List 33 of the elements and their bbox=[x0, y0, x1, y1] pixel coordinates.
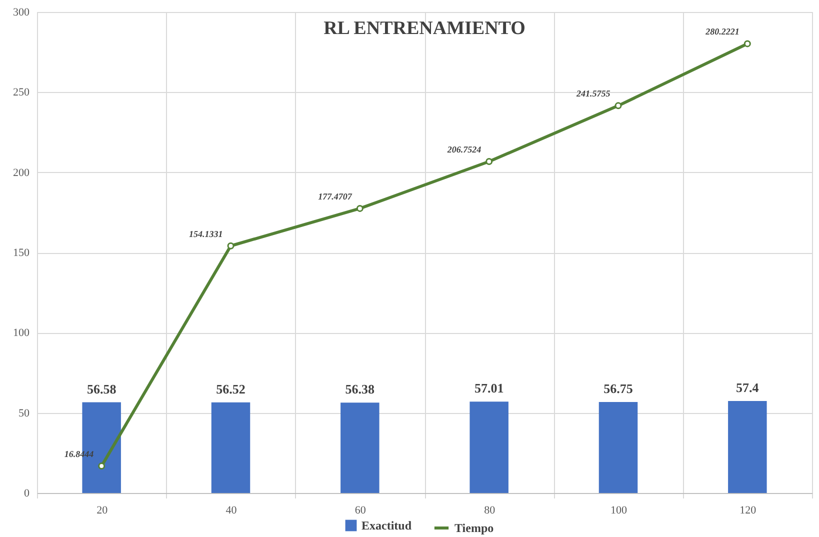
data-label: 280.2221 bbox=[704, 26, 740, 37]
point bbox=[614, 102, 622, 110]
data-label: 206.7524 bbox=[446, 144, 482, 155]
data-label: 56.38 bbox=[345, 382, 376, 397]
data-label: 57.4 bbox=[736, 380, 760, 395]
point bbox=[98, 462, 106, 470]
x-tick-label: 60 bbox=[354, 504, 366, 516]
x-tick-label: 20 bbox=[96, 504, 108, 516]
data-label: 177.4707 bbox=[318, 191, 352, 202]
legend-label: Tiempo bbox=[454, 521, 494, 535]
y-tick-label: 300 bbox=[13, 6, 30, 18]
data-label: 154.1331 bbox=[189, 228, 223, 239]
x-tick-label: 80 bbox=[484, 504, 496, 516]
data-label: 56.52 bbox=[216, 381, 246, 396]
y-tick-label: 200 bbox=[13, 166, 30, 179]
y-tick-label: 150 bbox=[13, 247, 30, 259]
y-tick-label: 100 bbox=[13, 327, 30, 340]
data-label: 56.58 bbox=[86, 381, 117, 396]
data-label: 57.01 bbox=[474, 380, 504, 396]
data-label: 241.5755 bbox=[576, 88, 611, 99]
x-tick-label: 120 bbox=[740, 504, 757, 516]
y-tick-label: 50 bbox=[18, 407, 30, 420]
x-tick-label: 40 bbox=[226, 504, 238, 516]
point bbox=[227, 242, 234, 250]
y-tick-label: 250 bbox=[13, 86, 30, 99]
y-tick-label: 0 bbox=[24, 488, 30, 500]
chart-title: RL ENTRENAMIENTO bbox=[324, 18, 526, 39]
point bbox=[744, 40, 751, 48]
point bbox=[356, 204, 364, 212]
legend-label: Exactitud bbox=[362, 518, 412, 532]
point bbox=[486, 158, 493, 165]
x-tick-label: 100 bbox=[610, 504, 628, 516]
data-label: 56.75 bbox=[604, 381, 634, 396]
